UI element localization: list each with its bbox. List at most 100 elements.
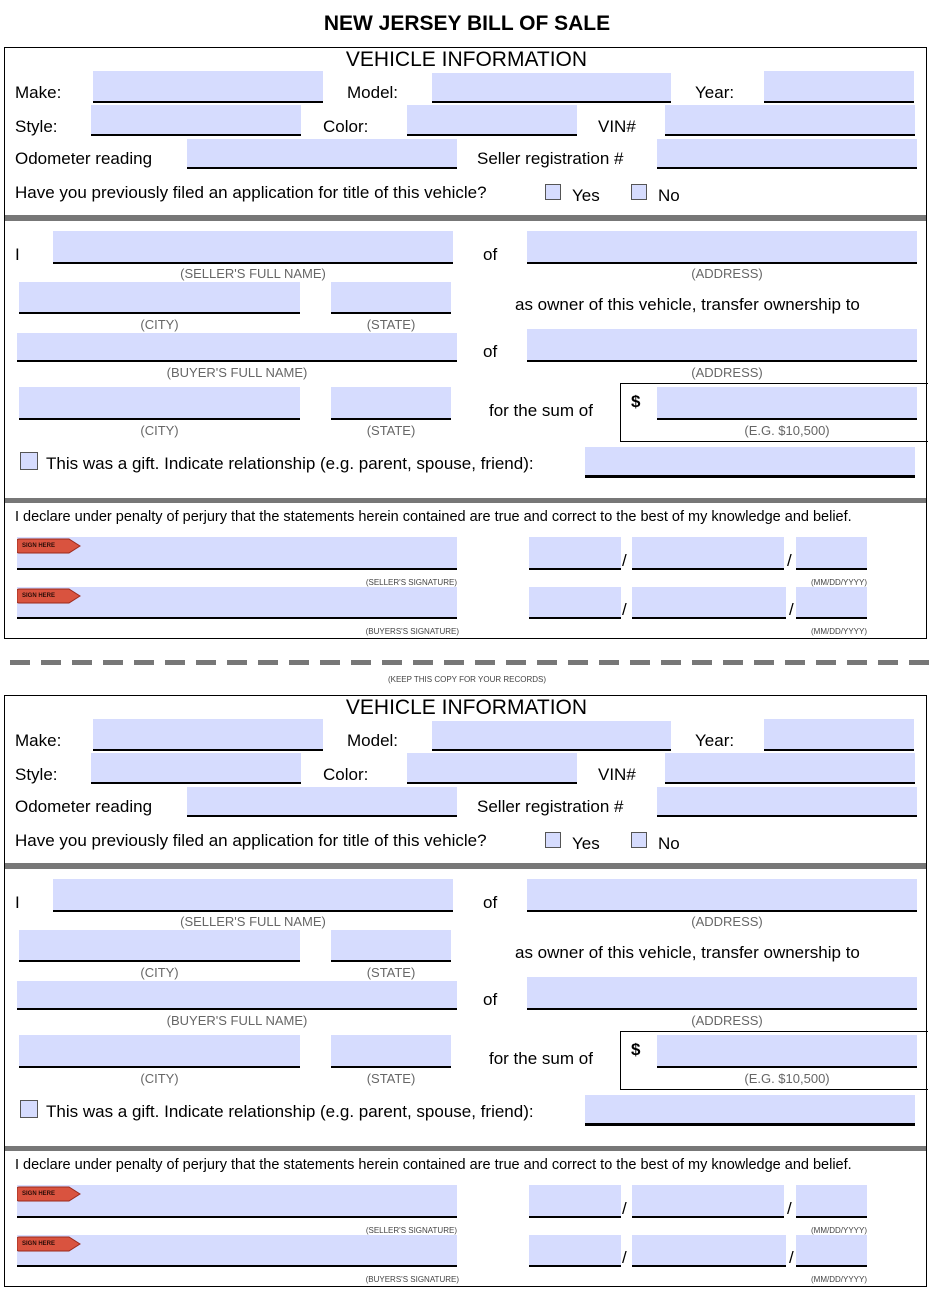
buyer-address-field[interactable] — [527, 329, 917, 362]
seller-registration-field[interactable] — [657, 787, 917, 817]
odometer-field[interactable] — [187, 139, 457, 169]
yes-checkbox[interactable] — [545, 832, 561, 848]
seller-registration-label: Seller registration # — [477, 797, 624, 816]
seller-signature-field[interactable] — [17, 1185, 457, 1218]
buyer-address-caption: (ADDRESS) — [691, 1013, 763, 1028]
no-checkbox[interactable] — [631, 184, 647, 200]
buyer-signature-field[interactable] — [17, 587, 457, 619]
seller-state-field[interactable] — [331, 930, 451, 962]
cut-line-dash — [289, 660, 309, 665]
of-label: of — [483, 342, 498, 361]
style-field[interactable] — [91, 105, 301, 136]
cut-line-dash — [351, 660, 371, 665]
year-label: Year: — [695, 83, 735, 102]
cut-line-dash — [382, 660, 402, 665]
sign-here-label: SIGN HERE — [22, 1241, 56, 1247]
transfer-text: as owner of this vehicle, transfer owner… — [515, 295, 860, 314]
sign-here-arrow-icon — [17, 588, 81, 604]
cut-line-dash — [599, 660, 619, 665]
seller-name-caption: (SELLER'S FULL NAME) — [180, 914, 326, 929]
buyer-date-year-field[interactable] — [796, 587, 867, 619]
sale-amount-field[interactable] — [657, 1035, 917, 1068]
seller-name-field[interactable] — [53, 231, 453, 264]
no-checkbox[interactable] — [631, 832, 647, 848]
color-field[interactable] — [407, 753, 577, 784]
title-question: Have you previously filed an application… — [15, 183, 487, 202]
buyer-city-caption: (CITY) — [140, 423, 179, 438]
buyer-signature-caption: (BUYERS'S SIGNATURE) — [365, 627, 459, 636]
no-label: No — [658, 186, 680, 205]
buyer-date-day-field[interactable] — [632, 587, 786, 619]
odometer-field[interactable] — [187, 787, 457, 817]
style-field[interactable] — [91, 753, 301, 784]
cut-line-dash — [72, 660, 92, 665]
gift-relationship-field[interactable] — [585, 447, 915, 478]
vin-field[interactable] — [665, 105, 915, 136]
model-field[interactable] — [432, 73, 671, 103]
buyer-city-field[interactable] — [19, 387, 300, 420]
sign-here-tag: SIGN HERE — [17, 538, 81, 554]
seller-date-day-field[interactable] — [632, 537, 784, 570]
seller-date-month-field[interactable] — [529, 537, 621, 570]
seller-date-year-field[interactable] — [796, 1185, 867, 1218]
cut-line-dash — [10, 660, 30, 665]
seller-city-caption: (CITY) — [140, 965, 179, 980]
seller-city-field[interactable] — [19, 282, 300, 314]
seller-date-year-field[interactable] — [796, 537, 867, 570]
cut-line-dash — [754, 660, 774, 665]
buyer-city-field[interactable] — [19, 1035, 300, 1068]
seller-registration-label: Seller registration # — [477, 149, 624, 168]
buyer-name-caption: (BUYER'S FULL NAME) — [166, 365, 308, 380]
sum-label: for the sum of — [489, 1049, 593, 1068]
cut-line-dash — [258, 660, 278, 665]
buyer-date-month-field[interactable] — [529, 1235, 621, 1267]
sign-here-tag: SIGN HERE — [17, 1236, 81, 1252]
buyer-signature-field[interactable] — [17, 1235, 457, 1267]
seller-address-field[interactable] — [527, 879, 917, 912]
buyer-name-field[interactable] — [17, 981, 457, 1010]
gift-relationship-field[interactable] — [585, 1095, 915, 1126]
odometer-label: Odometer reading — [15, 797, 153, 816]
sum-label: for the sum of — [489, 401, 593, 420]
model-field[interactable] — [432, 721, 671, 751]
section-divider — [5, 498, 926, 503]
gift-checkbox[interactable] — [20, 452, 38, 470]
section-divider — [5, 215, 926, 221]
gift-checkbox[interactable] — [20, 1100, 38, 1118]
seller-signature-caption: (SELLER'S SIGNATURE) — [365, 1226, 457, 1235]
seller-address-field[interactable] — [527, 231, 917, 264]
sale-amount-field[interactable] — [657, 387, 917, 420]
buyer-date-month-field[interactable] — [529, 587, 621, 619]
seller-state-field[interactable] — [331, 282, 451, 314]
seller-date-month-field[interactable] — [529, 1185, 621, 1218]
buyer-state-caption: (STATE) — [366, 423, 416, 438]
make-label: Make: — [15, 731, 62, 750]
buyer-name-field[interactable] — [17, 333, 457, 362]
seller-state-caption: (STATE) — [366, 965, 416, 980]
buyer-state-field[interactable] — [331, 387, 451, 420]
seller-date-day-field[interactable] — [632, 1185, 784, 1218]
cut-line-dash — [816, 660, 836, 665]
yes-checkbox[interactable] — [545, 184, 561, 200]
make-field[interactable] — [93, 71, 323, 103]
buyer-address-field[interactable] — [527, 977, 917, 1010]
title-question: Have you previously filed an application… — [15, 831, 487, 850]
seller-registration-field[interactable] — [657, 139, 917, 169]
buyer-state-field[interactable] — [331, 1035, 451, 1068]
year-field[interactable] — [764, 71, 914, 103]
document-title: NEW JERSEY BILL OF SALE — [323, 12, 611, 35]
color-field[interactable] — [407, 105, 577, 136]
vin-field[interactable] — [665, 753, 915, 784]
year-field[interactable] — [764, 719, 914, 751]
buyer-date-year-field[interactable] — [796, 1235, 867, 1267]
seller-address-caption: (ADDRESS) — [691, 914, 763, 929]
seller-city-field[interactable] — [19, 930, 300, 962]
make-field[interactable] — [93, 719, 323, 751]
seller-name-field[interactable] — [53, 879, 453, 912]
date-separator: / — [789, 1248, 794, 1267]
seller-signature-field[interactable] — [17, 537, 457, 570]
seller-state-caption: (STATE) — [366, 317, 416, 332]
buyer-date-day-field[interactable] — [632, 1235, 786, 1267]
cut-line-dash — [723, 660, 743, 665]
